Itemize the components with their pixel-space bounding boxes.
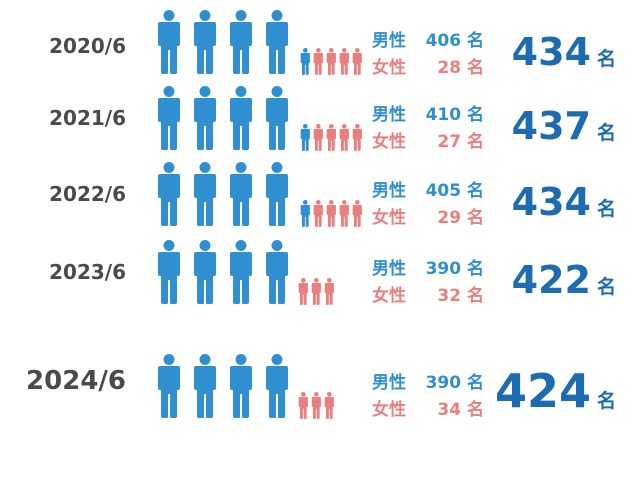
male-figure-icon (194, 162, 216, 226)
people-pictogram (158, 162, 362, 227)
female-figure-icon (339, 200, 349, 227)
female-label: 女性 (372, 208, 406, 228)
male-value: 410 名 (425, 105, 484, 125)
total-value: 424 (494, 364, 591, 418)
male-figure-icon (266, 86, 288, 150)
female-figure-icon (298, 392, 308, 419)
female-figure-icon (326, 200, 336, 227)
male-figure-icon (194, 240, 216, 304)
people-pictogram (158, 86, 362, 151)
male-figure-icon (300, 200, 310, 227)
female-label: 女性 (372, 58, 406, 78)
female-value: 29 名 (437, 208, 484, 228)
total-unit: 名 (596, 122, 616, 144)
male-value: 390 名 (425, 373, 484, 393)
male-value: 390 名 (425, 259, 484, 279)
female-figure-icon (352, 200, 362, 227)
year-row: 2021/6 男性 410 名 女性 27 名 437 名 (0, 84, 640, 164)
total-unit: 名 (596, 276, 616, 298)
male-figure-icon (266, 10, 288, 74)
total-value: 434 (511, 180, 591, 224)
male-label: 男性 (372, 31, 406, 51)
female-value: 28 名 (437, 58, 484, 78)
male-figure-icon (158, 354, 180, 418)
female-figure-icon (311, 392, 321, 419)
female-figure-icon (326, 48, 336, 75)
male-label: 男性 (372, 105, 406, 125)
year-label: 2020/6 (49, 34, 126, 58)
male-figure-icon (230, 162, 252, 226)
male-figure-icon (158, 86, 180, 150)
male-figure-icon (158, 240, 180, 304)
female-label: 女性 (372, 132, 406, 152)
total-value: 434 (511, 30, 591, 74)
male-label: 男性 (372, 373, 406, 393)
female-figure-icon (324, 392, 334, 419)
female-figure-icon (352, 124, 362, 151)
female-value: 32 名 (437, 286, 484, 306)
male-value: 405 名 (425, 181, 484, 201)
year-row: 2022/6 男性 405 名 女性 29 名 434 名 (0, 160, 640, 240)
year-label: 2024/6 (26, 366, 126, 396)
female-label: 女性 (372, 286, 406, 306)
people-pictogram (158, 354, 334, 419)
total-count: 434 名 (512, 30, 616, 74)
total-count: 424 名 (495, 364, 616, 418)
male-figure-icon (230, 240, 252, 304)
female-figure-icon (311, 278, 321, 305)
female-value: 34 名 (437, 400, 484, 420)
year-label: 2023/6 (49, 260, 126, 284)
total-count: 434 名 (512, 180, 616, 224)
male-figure-icon (230, 354, 252, 418)
male-figure-icon (266, 240, 288, 304)
male-label: 男性 (372, 259, 406, 279)
male-figure-icon (266, 162, 288, 226)
total-value: 437 (511, 104, 591, 148)
people-pictogram (158, 10, 362, 75)
people-pictogram (158, 240, 334, 305)
total-unit: 名 (596, 198, 616, 220)
female-figure-icon (313, 124, 323, 151)
male-figure-icon (230, 10, 252, 74)
year-row: 2023/6 男性 390 名 女性 32 名 422 名 (0, 238, 640, 318)
male-figure-icon (158, 10, 180, 74)
male-figure-icon (158, 162, 180, 226)
year-row: 2024/6 男性 390 名 女性 34 名 424 名 (0, 352, 640, 432)
male-figure-icon (194, 10, 216, 74)
female-figure-icon (352, 48, 362, 75)
male-figure-icon (194, 86, 216, 150)
female-label: 女性 (372, 400, 406, 420)
female-figure-icon (324, 278, 334, 305)
female-figure-icon (339, 48, 349, 75)
year-label: 2021/6 (49, 106, 126, 130)
total-value: 422 (511, 258, 591, 302)
male-figure-icon (300, 48, 310, 75)
male-figure-icon (230, 86, 252, 150)
male-label: 男性 (372, 181, 406, 201)
male-figure-icon (300, 124, 310, 151)
year-row: 2020/6 男性 406 名 女性 28 名 434 名 (0, 8, 640, 88)
female-figure-icon (313, 48, 323, 75)
female-value: 27 名 (437, 132, 484, 152)
total-count: 437 名 (512, 104, 616, 148)
year-label: 2022/6 (49, 182, 126, 206)
female-figure-icon (326, 124, 336, 151)
male-figure-icon (266, 354, 288, 418)
total-unit: 名 (596, 48, 616, 70)
total-count: 422 名 (512, 258, 616, 302)
male-figure-icon (194, 354, 216, 418)
male-value: 406 名 (425, 31, 484, 51)
female-figure-icon (339, 124, 349, 151)
female-figure-icon (313, 200, 323, 227)
total-unit: 名 (596, 390, 616, 412)
female-figure-icon (298, 278, 308, 305)
